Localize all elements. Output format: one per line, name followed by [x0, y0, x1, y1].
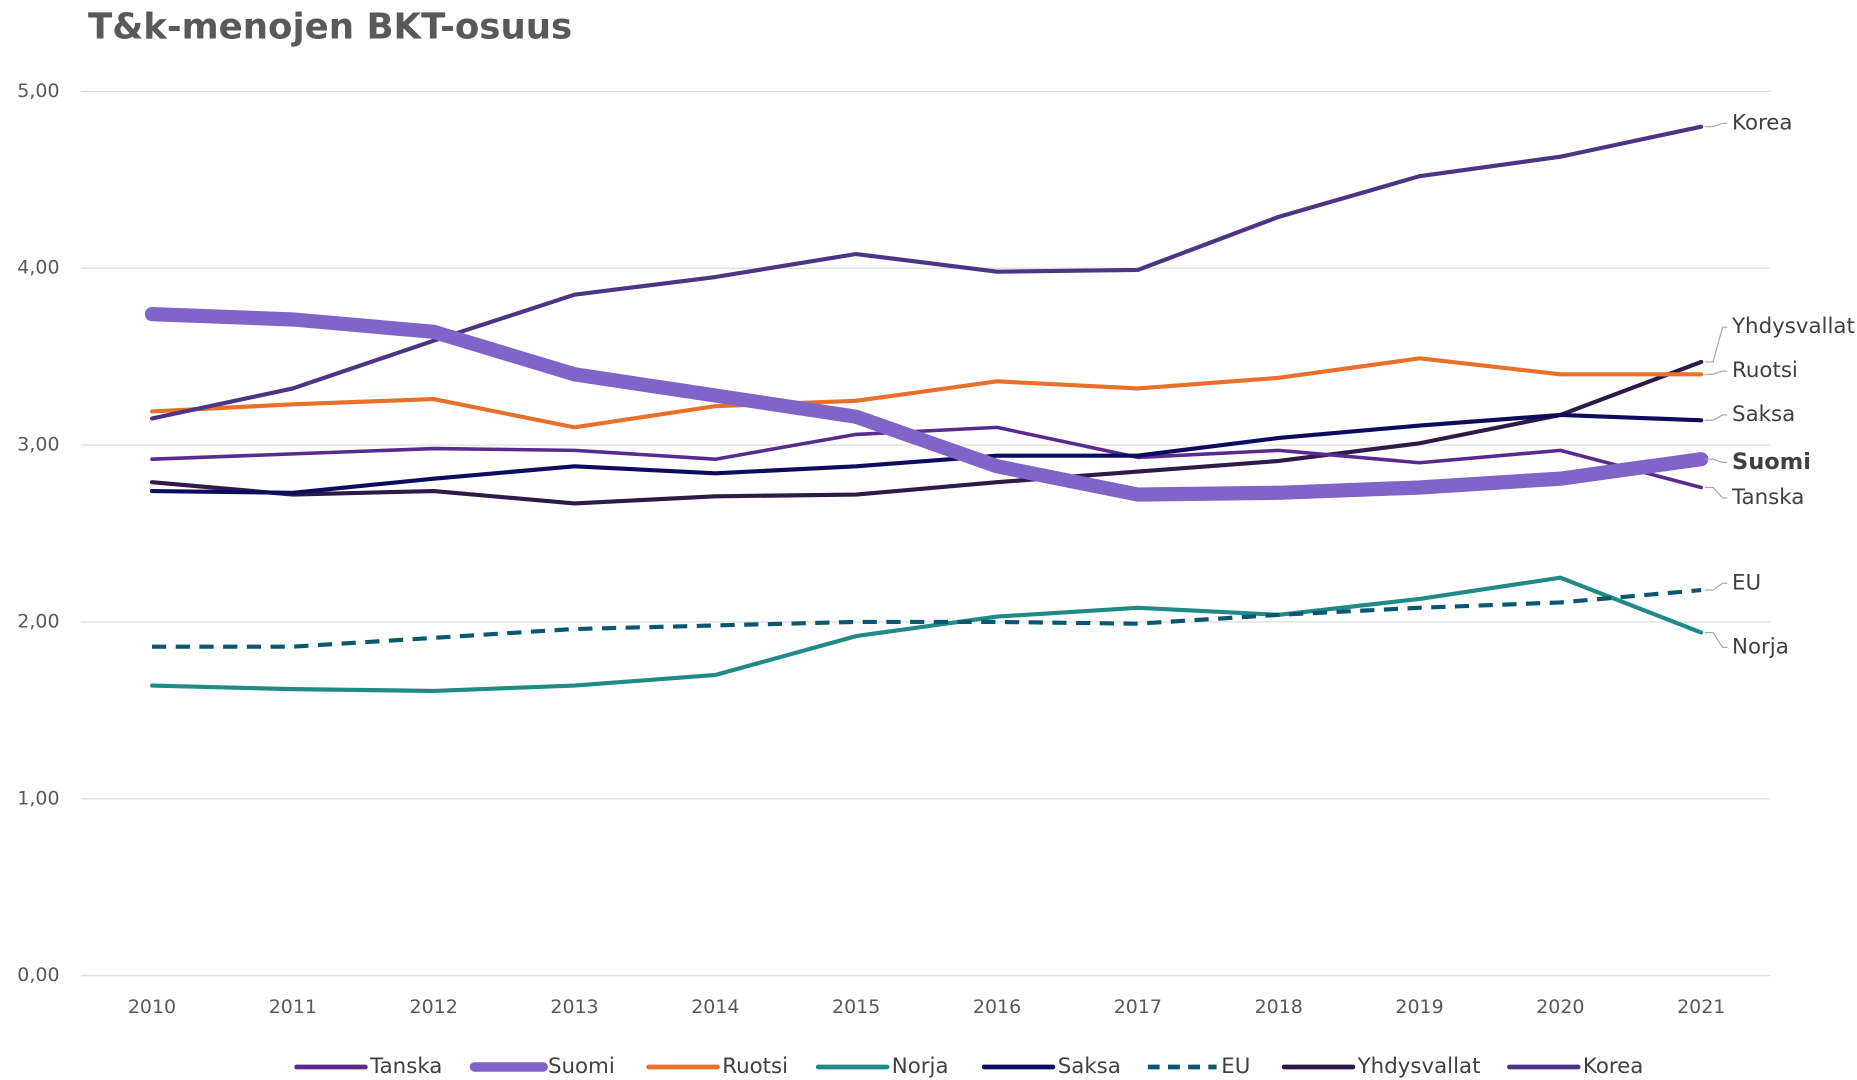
y-tick-label: 0,00: [17, 964, 59, 986]
series-line: [151, 588, 1702, 649]
end-label: Yhdysvallat: [1731, 314, 1855, 339]
label-connector: [1704, 631, 1728, 648]
label-connector: [1704, 326, 1728, 363]
end-label: Norja: [1732, 634, 1789, 659]
label-connector: [1704, 370, 1728, 375]
end-label: Ruotsi: [1732, 358, 1798, 383]
x-tick-label: 2013: [550, 996, 598, 1018]
chart-title: T&k-menojen BKT-osuus: [88, 6, 572, 47]
series-line: [149, 124, 1704, 421]
x-tick-label: 2014: [691, 996, 739, 1018]
legend-label: Suomi: [548, 1054, 615, 1079]
x-tick-label: 2019: [1395, 996, 1443, 1018]
y-tick-label: 3,00: [17, 434, 59, 456]
x-tick-label: 2021: [1677, 996, 1725, 1018]
series-line: [150, 425, 1703, 490]
end-label: Korea: [1732, 110, 1792, 135]
legend-label: Ruotsi: [722, 1054, 788, 1079]
legend-label: Norja: [892, 1054, 949, 1079]
series-line: [149, 575, 1704, 693]
y-tick-label: 4,00: [17, 257, 59, 279]
series-line: [149, 412, 1704, 495]
end-label: Tanska: [1731, 485, 1804, 510]
x-tick-label: 2011: [269, 996, 317, 1018]
x-tick-label: 2012: [410, 996, 458, 1018]
end-label: Suomi: [1732, 449, 1811, 475]
y-tick-label: 1,00: [17, 787, 59, 809]
series-line: [149, 356, 1704, 430]
x-tick-label: 2015: [832, 996, 880, 1018]
end-label: EU: [1732, 570, 1761, 595]
label-connector: [1704, 458, 1728, 463]
legend-label: Saksa: [1058, 1054, 1121, 1079]
series-line: [144, 307, 1709, 502]
x-tick-label: 2018: [1255, 996, 1303, 1018]
x-tick-label: 2017: [1114, 996, 1162, 1018]
legend-label: Tanska: [369, 1054, 442, 1079]
x-tick-label: 2016: [973, 996, 1021, 1018]
y-tick-label: 5,00: [17, 80, 59, 102]
end-label: Saksa: [1732, 402, 1795, 427]
legend-label: Yhdysvallat: [1357, 1054, 1481, 1079]
x-tick-label: 2020: [1536, 996, 1584, 1018]
label-connector: [1704, 122, 1728, 128]
label-connector: [1704, 486, 1728, 499]
legend-label: EU: [1221, 1054, 1250, 1079]
y-tick-label: 2,00: [17, 610, 59, 632]
label-connector: [1704, 582, 1728, 591]
legend-label: Korea: [1583, 1054, 1643, 1079]
series-line: [149, 359, 1704, 506]
x-tick-label: 2010: [128, 996, 176, 1018]
label-connector: [1704, 414, 1728, 421]
